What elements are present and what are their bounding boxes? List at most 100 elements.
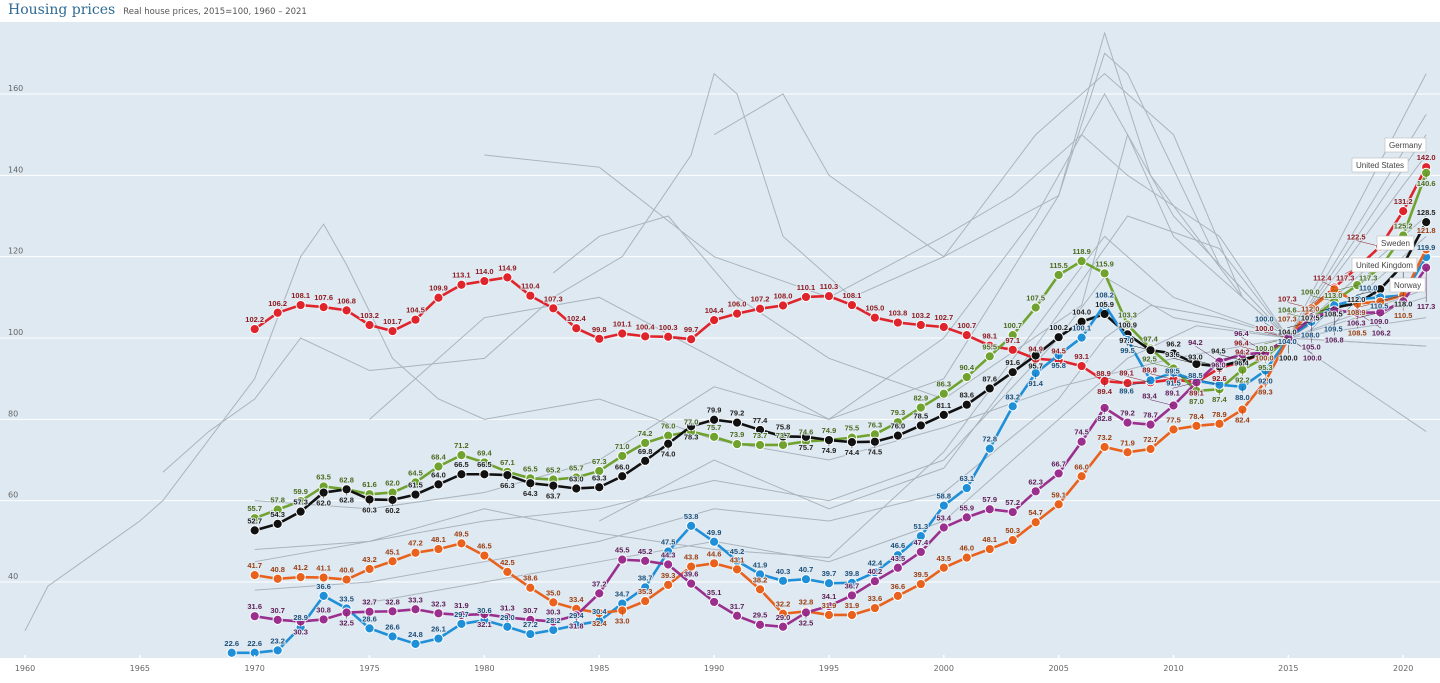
blue-label-leader bbox=[1379, 295, 1404, 302]
red-country-label: Germany bbox=[1389, 141, 1422, 150]
orange-data-point bbox=[295, 572, 306, 583]
green-label-leader bbox=[1333, 284, 1358, 292]
purple-country-label-box bbox=[1389, 277, 1426, 293]
purple-data-label: 89.1 bbox=[1165, 388, 1180, 397]
orange-data-point bbox=[1214, 418, 1225, 429]
orange-data-point bbox=[364, 563, 375, 575]
plot-background bbox=[0, 22, 1440, 658]
purple-label-leader bbox=[1379, 301, 1404, 318]
green-data-label: 140.6 bbox=[1417, 179, 1436, 188]
blue-data-point bbox=[410, 638, 421, 649]
chart-subtitle: Real house prices, 2015=100, 1960 – 2021 bbox=[123, 7, 307, 17]
purple-data-label: 96.0 bbox=[1211, 360, 1226, 369]
red-data-label: 89.4 bbox=[1097, 387, 1112, 396]
green-data-point bbox=[961, 371, 972, 383]
black-data-point bbox=[961, 399, 972, 410]
orange-label-leader bbox=[1356, 301, 1381, 309]
red-data-label: 110.3 bbox=[820, 282, 838, 291]
red-data-label: 113.1 bbox=[452, 271, 470, 280]
blue-data-label: 45.2 bbox=[730, 547, 745, 556]
red-data-label: 101.7 bbox=[383, 317, 402, 326]
orange-data-label: 32.2 bbox=[776, 600, 791, 609]
purple-data-point bbox=[502, 612, 513, 623]
red-data-label: 99.8 bbox=[592, 325, 607, 334]
red-data-label: 98.1 bbox=[982, 332, 997, 341]
green-data-point bbox=[754, 439, 766, 451]
blue-data-label: 27.2 bbox=[523, 620, 538, 629]
green-data-label: 104.6 bbox=[1278, 305, 1297, 314]
red-data-label: 89.1 bbox=[1119, 368, 1134, 377]
red-data-label: 105.0 bbox=[865, 304, 884, 313]
green-data-label: 75.5 bbox=[845, 424, 860, 433]
black-country-label: Sweden bbox=[1381, 239, 1410, 248]
blue-data-label: 53.8 bbox=[684, 512, 699, 521]
orange-data-label: 43.1 bbox=[730, 555, 745, 564]
black-data-label: 66.5 bbox=[454, 460, 469, 469]
red-data-label: 107.3 bbox=[1278, 294, 1297, 303]
green-data-label: 90.4 bbox=[959, 363, 974, 372]
green-data-label: 71.0 bbox=[615, 442, 630, 451]
green-data-label: 87.0 bbox=[1189, 397, 1204, 406]
y-tick-label: 100 bbox=[8, 328, 23, 337]
purple-data-label: 79.2 bbox=[1120, 409, 1135, 418]
blue-data-point bbox=[984, 443, 995, 454]
black-data-point bbox=[1076, 316, 1087, 327]
red-data-point bbox=[663, 331, 674, 342]
orange-data-point bbox=[709, 558, 720, 569]
green-data-label: 107.5 bbox=[1026, 293, 1045, 302]
red-data-label: 131.2 bbox=[1394, 197, 1413, 206]
blue-country-label: United Kingdom bbox=[1356, 261, 1413, 270]
green-data-label: 64.5 bbox=[408, 468, 423, 477]
blue-data-label: 39.8 bbox=[845, 569, 860, 578]
black-label-leader bbox=[1241, 352, 1266, 359]
orange-data-point bbox=[387, 556, 398, 567]
orange-data-label: 32.8 bbox=[799, 597, 814, 606]
black-data-label: 66.3 bbox=[500, 481, 515, 490]
red-data-label: 96.4 bbox=[1234, 339, 1249, 348]
purple-data-point bbox=[846, 590, 858, 601]
blue-data-label: 28.9 bbox=[293, 613, 308, 622]
background-country-line bbox=[24, 223, 1427, 632]
country-labels: Germany United States Sweden United Kingdom… bbox=[1351, 137, 1427, 293]
purple-data-label: 29.5 bbox=[753, 611, 768, 620]
point-labels: 142.0 140.6 128.5 119.9 121.8 117.3 131.2 125.2… bbox=[223, 152, 1436, 649]
black-data-point bbox=[433, 479, 444, 490]
purple-data-point bbox=[1007, 506, 1018, 518]
red-data-point bbox=[249, 323, 260, 335]
red-data-label: 103.8 bbox=[888, 309, 907, 318]
green-data-point bbox=[1007, 330, 1018, 341]
purple-data-label: 109.0 bbox=[1370, 317, 1389, 326]
blue-data-point bbox=[640, 582, 651, 593]
orange-data-point bbox=[525, 582, 536, 593]
blue-label-leader bbox=[1287, 321, 1312, 338]
green-data-label: 68.4 bbox=[431, 453, 446, 462]
blue-data-label: 104.0 bbox=[1278, 337, 1297, 346]
black-data-label: 74.4 bbox=[845, 448, 860, 457]
red-data-label: 109.9 bbox=[429, 284, 448, 293]
green-data-point bbox=[272, 504, 283, 515]
chart-title: Housing prices bbox=[8, 2, 116, 18]
purple-data-point bbox=[869, 576, 880, 587]
x-tick-label: 1970 bbox=[245, 664, 265, 673]
green-label-leader bbox=[1310, 295, 1335, 302]
red-data-point bbox=[456, 279, 467, 290]
black-data-point bbox=[410, 489, 421, 500]
green-data-point bbox=[410, 477, 421, 488]
orange-data-point bbox=[1168, 424, 1179, 435]
orange-data-label: 78.9 bbox=[1212, 410, 1227, 419]
black-data-label: 87.6 bbox=[982, 374, 997, 383]
orange-data-point bbox=[433, 543, 444, 555]
blue-data-label: 28.2 bbox=[546, 616, 561, 625]
orange-data-point bbox=[984, 543, 995, 555]
blue-data-label: 108.0 bbox=[1301, 330, 1320, 339]
orange-data-label: 32.4 bbox=[592, 619, 607, 628]
purple-data-point bbox=[617, 554, 628, 565]
black-data-label: 66.0 bbox=[615, 462, 630, 471]
red-data-label: 89.1 bbox=[1189, 388, 1204, 397]
red-data-point bbox=[318, 301, 329, 313]
black-data-label: 81.1 bbox=[936, 401, 951, 410]
orange-data-label: 31.9 bbox=[845, 601, 860, 610]
green-country-label: United States bbox=[1356, 161, 1404, 170]
blue-data-point bbox=[387, 631, 398, 642]
orange-data-label: 33.0 bbox=[615, 616, 630, 625]
